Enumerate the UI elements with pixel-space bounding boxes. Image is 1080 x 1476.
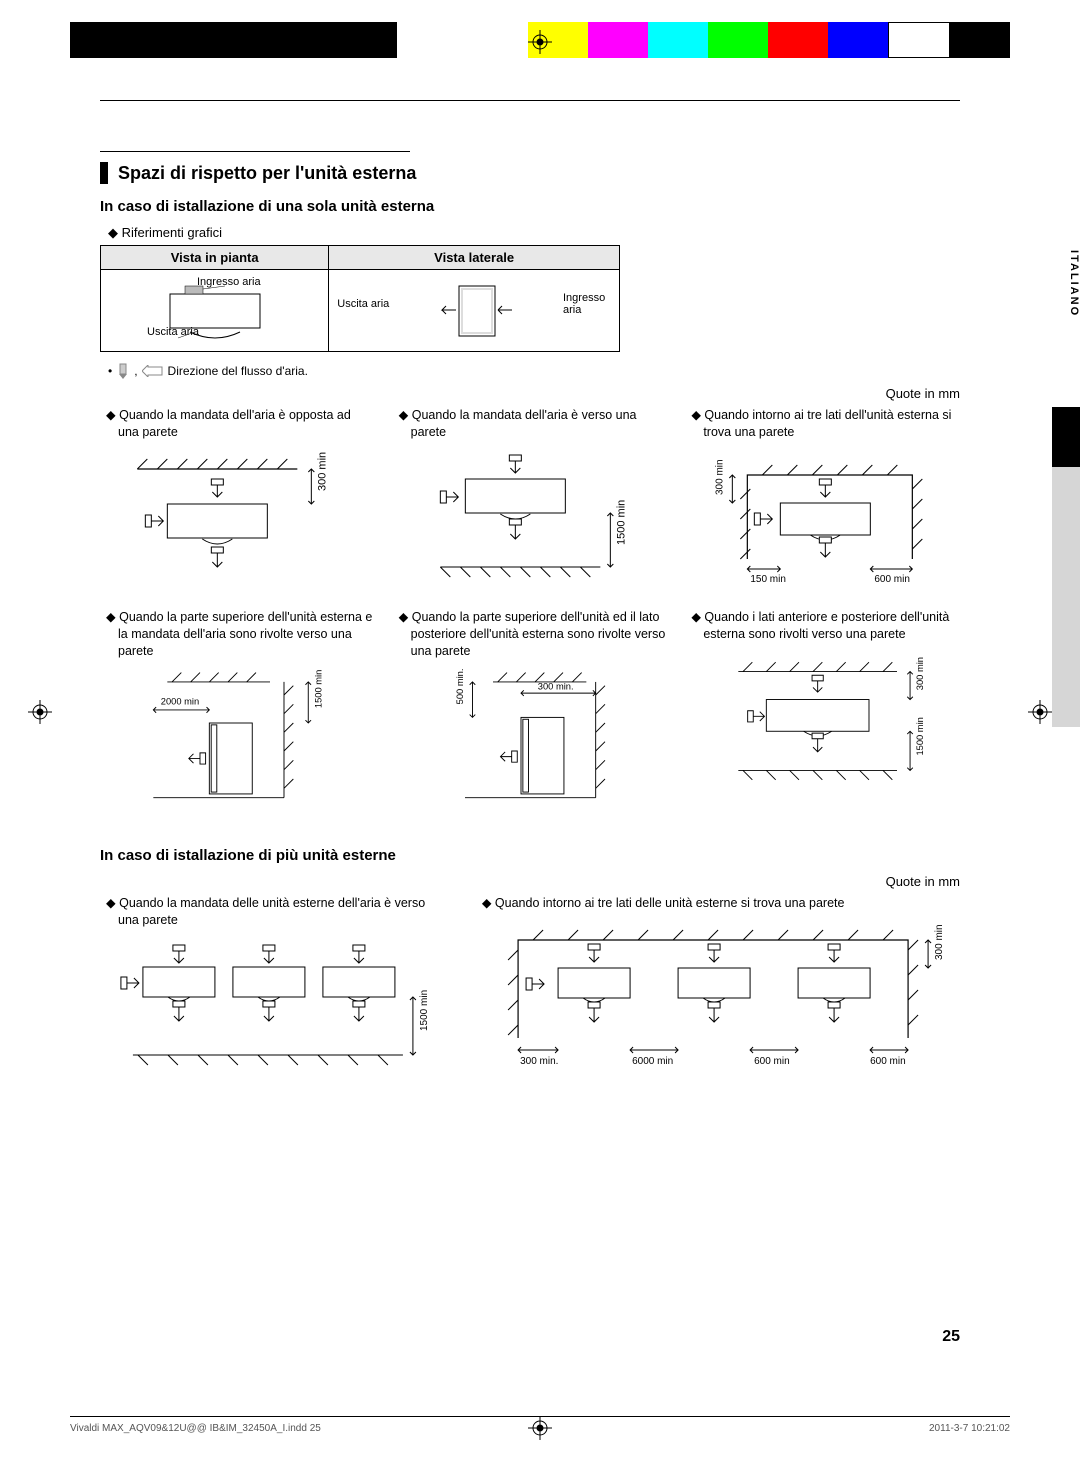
quote-units: Quote in mm xyxy=(100,386,960,401)
clearance-cell: Quando i lati anteriore e posteriore del… xyxy=(685,609,960,808)
svg-text:300 min: 300 min xyxy=(934,925,945,961)
svg-text:1500 min: 1500 min xyxy=(419,990,430,1031)
section-title-text: Spazi di rispetto per l'unità esterna xyxy=(118,163,416,184)
registration-mark-icon xyxy=(28,700,52,724)
registration-mark-icon xyxy=(528,30,552,54)
clearance-cell: Quando la mandata dell'aria è opposta ad… xyxy=(100,407,375,589)
subheading-single: In caso di istallazione di una sola unit… xyxy=(100,198,960,215)
svg-text:600 min: 600 min xyxy=(870,1056,906,1067)
svg-text:1500 min: 1500 min xyxy=(313,670,323,708)
svg-text:300 min: 300 min xyxy=(915,657,925,690)
section-title: Spazi di rispetto per l'unità esterna xyxy=(100,162,960,184)
clearance-figure: 300 min xyxy=(100,449,375,589)
clearance-cell: Quando la mandata dell'aria è verso una … xyxy=(393,407,668,589)
legend-note: • , Direzione del flusso d'aria. xyxy=(108,362,960,380)
table-header: Vista laterale xyxy=(329,246,620,270)
cell-caption: Quando i lati anteriore e posteriore del… xyxy=(691,609,960,643)
multi-figure: 1500 min xyxy=(100,937,446,1097)
clearance-figure: 500 min. 300 min. xyxy=(393,667,668,807)
cell-caption: Quando la parte superiore dell'unità est… xyxy=(106,609,375,660)
footer-filename: Vivaldi MAX_AQV09&12U@@ IB&IM_32450A_I.i… xyxy=(70,1423,321,1434)
airflow-left-icon xyxy=(142,365,164,377)
print-footer: Vivaldi MAX_AQV09&12U@@ IB&IM_32450A_I.i… xyxy=(70,1416,1010,1434)
clearance-cell: Quando la parte superiore dell'unità est… xyxy=(100,609,375,808)
registration-mark-icon xyxy=(1028,700,1052,724)
clearance-cell: Quando intorno ai tre lati dell'unità es… xyxy=(685,407,960,589)
page-content: Spazi di rispetto per l'unità esterna In… xyxy=(100,100,960,1376)
ref-bullet: Riferimenti grafici xyxy=(108,225,960,241)
title-bar-icon xyxy=(100,162,108,184)
clearance-figure: 1500 min xyxy=(393,449,668,589)
svg-text:6000 min: 6000 min xyxy=(632,1056,673,1067)
svg-text:600 min: 600 min xyxy=(875,574,911,585)
multi-cell: Quando intorno ai tre lati delle unità e… xyxy=(476,895,960,1097)
svg-text:300 min.: 300 min. xyxy=(520,1056,558,1067)
cell-caption: Quando la mandata dell'aria è verso una … xyxy=(399,407,668,441)
table-header: Vista in pianta xyxy=(101,246,329,270)
svg-text:300 min: 300 min xyxy=(316,452,328,491)
reference-table: Vista in pianta Vista laterale Ingresso … xyxy=(100,245,620,352)
clearance-figure: 2000 min 1500 min xyxy=(100,667,375,807)
clearance-grid: Quando la mandata dell'aria è opposta ad… xyxy=(100,407,960,807)
svg-text:500 min.: 500 min. xyxy=(455,669,465,705)
multi-cell: Quando la mandata delle unità esterne de… xyxy=(100,895,446,1097)
cell-caption: Quando la mandata dell'aria è opposta ad… xyxy=(106,407,375,441)
svg-text:1500 min: 1500 min xyxy=(615,499,627,544)
svg-text:2000 min: 2000 min xyxy=(161,697,199,707)
clearance-cell: Quando la parte superiore dell'unità ed … xyxy=(393,609,668,808)
clearance-figure: 300 min 150 min 600 min xyxy=(685,449,960,589)
airflow-down-icon xyxy=(116,362,130,380)
svg-text:300 min.: 300 min. xyxy=(537,682,573,692)
svg-text:150 min: 150 min xyxy=(751,574,787,585)
page-number: 25 xyxy=(942,1328,960,1346)
cell-caption: Quando intorno ai tre lati delle unità e… xyxy=(482,895,960,912)
table-cell-plan-view: Ingresso aria Uscita aria xyxy=(101,270,329,352)
clearance-figure: 300 min 1500 min xyxy=(685,651,960,791)
language-tab: ITALIANO xyxy=(1052,240,1080,727)
multi-grid: Quando la mandata delle unità esterne de… xyxy=(100,895,960,1097)
table-cell-side-view: Uscita aria Ingresso aria xyxy=(329,270,620,352)
cell-caption: Quando la mandata delle unità esterne de… xyxy=(106,895,446,929)
footer-timestamp: 2011-3-7 10:21:02 xyxy=(929,1423,1010,1434)
svg-text:1500 min: 1500 min xyxy=(915,717,925,755)
svg-text:300 min: 300 min xyxy=(715,459,726,495)
language-label: ITALIANO xyxy=(1052,240,1080,347)
quote-units: Quote in mm xyxy=(100,874,960,889)
cell-caption: Quando la parte superiore dell'unità ed … xyxy=(399,609,668,660)
subheading-multi: In caso di istallazione di più unità est… xyxy=(100,847,960,864)
cell-caption: Quando intorno ai tre lati dell'unità es… xyxy=(691,407,960,441)
multi-figure: 300 min. 6000 min 600 min 600 min 300 mi… xyxy=(476,920,960,1080)
svg-text:600 min: 600 min xyxy=(754,1056,790,1067)
